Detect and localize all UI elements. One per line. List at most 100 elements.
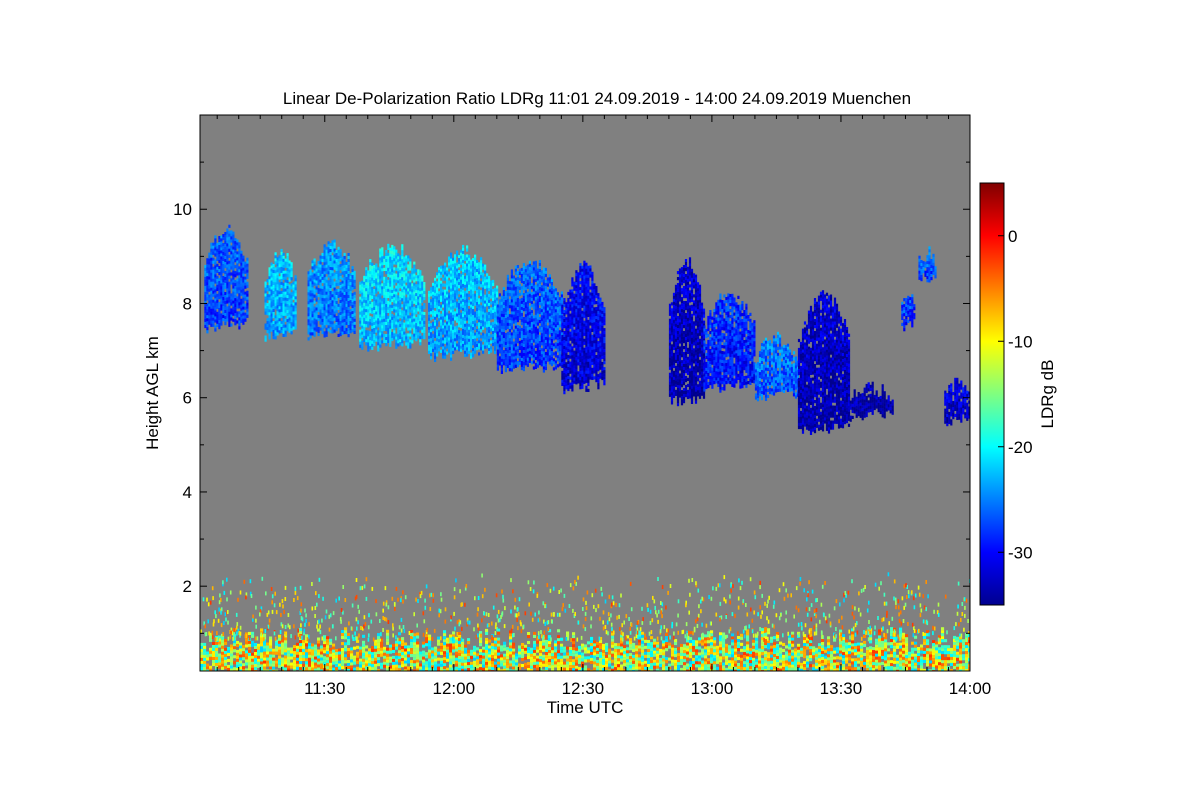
cloud-pixel <box>510 350 513 354</box>
cloud-pixel <box>569 331 572 335</box>
cloud-pixel <box>573 356 576 360</box>
cloud-pixel <box>593 322 596 326</box>
cloud-pixel <box>438 318 441 322</box>
cloud-pixel <box>212 248 215 252</box>
cloud-pixel <box>470 352 473 356</box>
cloud-pixel <box>381 301 384 305</box>
cloud-pixel <box>478 268 481 272</box>
cloud-pixel <box>498 314 501 318</box>
cloud-pixel <box>446 342 449 346</box>
cloud-pixel <box>276 296 279 300</box>
cloud-pixel <box>587 298 590 302</box>
cloud-pixel <box>317 317 320 322</box>
cloud-pixel <box>377 345 380 349</box>
cloud-pixel <box>597 335 600 339</box>
cloud-pixel <box>567 366 570 371</box>
cloud-pixel <box>484 264 487 268</box>
cloud-pixel <box>438 306 441 310</box>
cloud-pixel <box>286 256 289 260</box>
cloud-pixel <box>569 295 572 299</box>
cloud-pixel <box>460 285 463 289</box>
cloud-pixel <box>409 339 412 343</box>
cloud-pixel <box>383 291 386 295</box>
cloud-pixel <box>216 245 219 249</box>
cloud-pixel <box>488 275 491 280</box>
cloud-pixel <box>274 270 277 274</box>
cloud-pixel <box>458 276 461 280</box>
cloud-pixel <box>534 278 537 282</box>
cloud-pixel <box>313 306 316 310</box>
cloud-pixel <box>411 307 414 311</box>
cloud-pixel <box>510 338 513 342</box>
cloud-pixel <box>452 311 455 315</box>
cloud-pixel <box>522 362 525 366</box>
cloud-pixel <box>282 300 285 304</box>
cloud-pixel <box>575 360 578 364</box>
cloud-pixel <box>282 258 285 262</box>
cloud-pixel <box>238 293 241 297</box>
cloud-pixel <box>579 299 582 303</box>
cloud-pixel <box>496 334 499 338</box>
cloud-pixel <box>534 269 537 273</box>
cloud-pixel <box>339 321 342 325</box>
cloud-pixel <box>530 265 533 269</box>
cloud-pixel <box>411 292 414 296</box>
cloud-pixel <box>224 295 227 299</box>
cloud-pixel <box>341 301 344 305</box>
cloud-pixel <box>524 299 527 303</box>
cloud-pixel <box>563 358 566 362</box>
cloud-pixel <box>383 315 386 319</box>
cloud-pixel <box>353 285 356 289</box>
cloud-pixel <box>387 282 390 286</box>
cloud-pixel <box>468 254 471 258</box>
cloud-pixel <box>548 331 551 335</box>
cloud-pixel <box>528 284 531 288</box>
cloud-pixel <box>361 328 364 332</box>
cloud-pixel <box>428 299 431 303</box>
cloud-pixel <box>212 245 215 249</box>
cloud-pixel <box>371 304 374 308</box>
cloud-pixel <box>464 275 467 279</box>
cloud-pixel <box>292 290 295 294</box>
cloud-pixel <box>454 275 457 279</box>
cloud-pixel <box>460 291 463 295</box>
cloud-pixel <box>335 259 338 263</box>
cloud-pixel <box>276 323 279 327</box>
cloud-pixel <box>583 353 586 357</box>
cloud-pixel <box>589 322 592 326</box>
cloud-pixel <box>540 330 543 334</box>
cloud-pixel <box>504 336 507 340</box>
cloud-pixel <box>313 291 316 295</box>
cloud-pixel <box>220 268 223 272</box>
cloud-pixel <box>401 343 404 347</box>
cloud-pixel <box>369 259 372 263</box>
cloud-pixel <box>476 260 479 264</box>
cloud-pixel <box>603 331 606 335</box>
cloud-pixel <box>504 297 507 301</box>
cloud-pixel <box>603 328 606 332</box>
cloud-pixel <box>571 292 574 296</box>
cloud-pixel <box>670 320 674 324</box>
cloud-pixel <box>292 314 295 318</box>
cloud-pixel <box>347 310 350 314</box>
cloud-pixel <box>403 256 406 260</box>
cloud-pixel <box>276 299 279 303</box>
cloud-pixel <box>540 321 543 325</box>
cloud-pixel <box>538 272 541 276</box>
cloud-pixel <box>474 257 477 261</box>
cloud-pixel <box>399 276 402 280</box>
cloud-pixel <box>359 344 362 348</box>
cloud-pixel <box>294 323 297 327</box>
cloud-pixel <box>538 299 541 303</box>
cloud-pixel <box>452 269 455 273</box>
cloud-pixel <box>353 273 356 277</box>
cloud-pixel <box>389 259 392 263</box>
cloud-pixel <box>407 327 410 331</box>
cloud-pixel <box>462 316 465 321</box>
cloud-pixel <box>415 302 418 306</box>
cloud-pixel <box>419 279 422 283</box>
cloud-pixel <box>391 256 394 261</box>
cloud-pixel <box>444 277 447 281</box>
cloud-pixel <box>595 322 598 326</box>
cloud-pixel <box>216 317 219 321</box>
